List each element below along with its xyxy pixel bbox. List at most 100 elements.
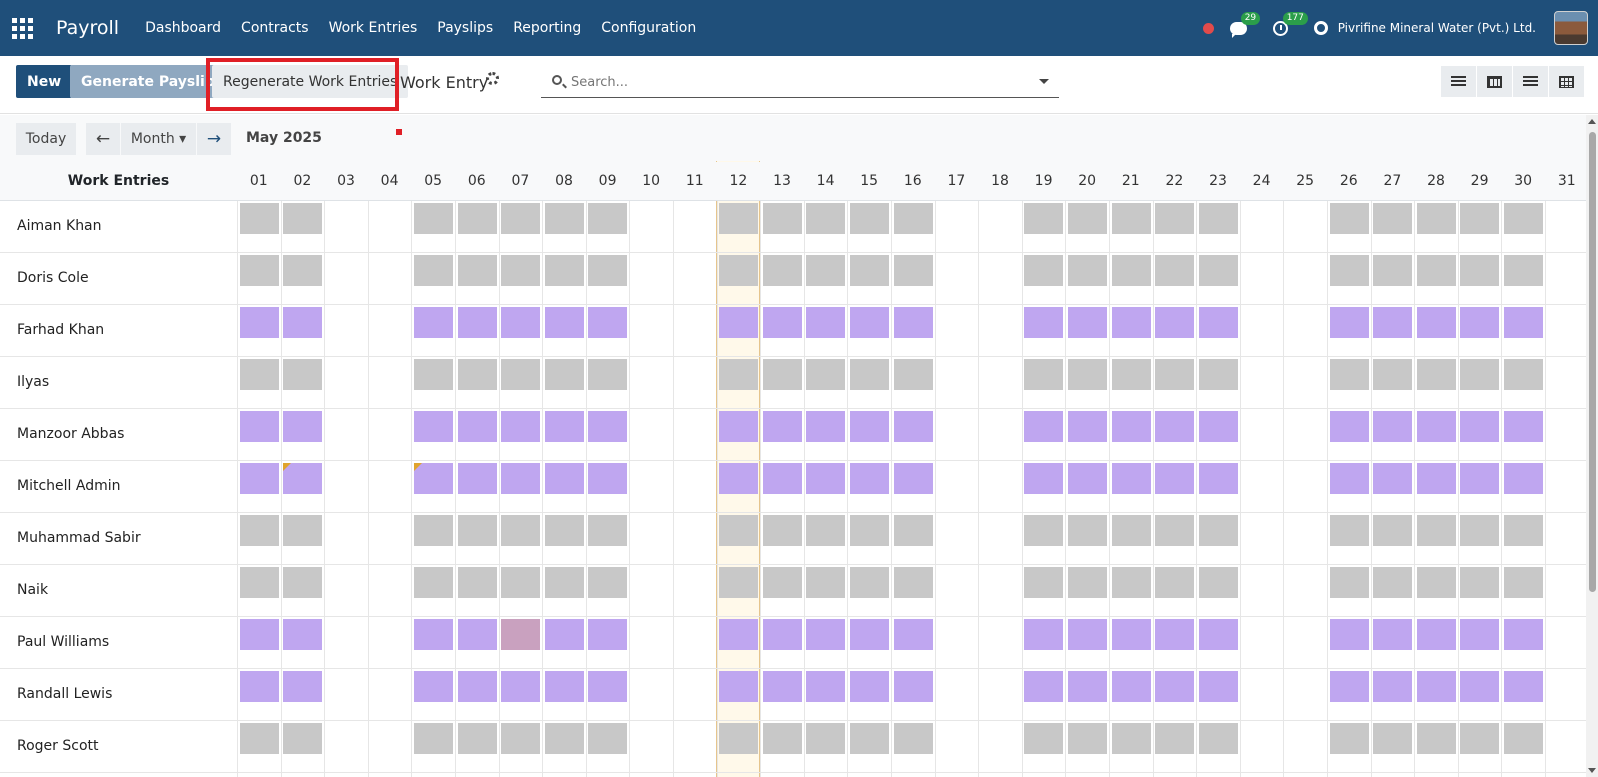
work-entry-pill[interactable] <box>719 359 759 390</box>
work-entry-pill[interactable] <box>588 619 628 650</box>
work-entry-pill[interactable] <box>457 671 497 702</box>
work-entry-pill[interactable] <box>893 411 933 442</box>
work-entry-pill[interactable] <box>1067 411 1107 442</box>
work-entry-pill[interactable] <box>893 307 933 338</box>
work-entry-pill[interactable] <box>893 723 933 754</box>
work-entry-pill[interactable] <box>239 255 279 286</box>
work-entry-pill[interactable] <box>1111 359 1151 390</box>
messages-button[interactable]: 29 <box>1229 12 1261 38</box>
work-entry-pill[interactable] <box>457 255 497 286</box>
work-entry-pill[interactable] <box>1067 671 1107 702</box>
work-entry-pill[interactable] <box>1503 463 1543 494</box>
work-entry-pill[interactable] <box>413 463 453 494</box>
menu-configuration[interactable]: Configuration <box>601 20 697 36</box>
work-entry-pill[interactable] <box>588 359 628 390</box>
work-entry-pill[interactable] <box>1503 359 1543 390</box>
search-input[interactable] <box>571 70 1011 94</box>
work-entry-pill[interactable] <box>283 255 323 286</box>
work-entry-pill[interactable] <box>849 723 889 754</box>
work-entry-pill[interactable] <box>501 255 541 286</box>
work-entry-pill[interactable] <box>588 671 628 702</box>
work-entry-pill[interactable] <box>239 723 279 754</box>
work-entry-pill[interactable] <box>413 567 453 598</box>
actions-gear-icon[interactable] <box>486 72 499 85</box>
work-entry-pill[interactable] <box>588 567 628 598</box>
work-entry-pill[interactable] <box>1067 567 1107 598</box>
work-entry-pill[interactable] <box>283 203 323 234</box>
work-entry-pill[interactable] <box>1373 515 1413 546</box>
work-entry-pill[interactable] <box>544 255 584 286</box>
work-entry-pill[interactable] <box>1329 411 1369 442</box>
company-switch-icon[interactable] <box>1313 21 1328 35</box>
work-entry-pill[interactable] <box>588 203 628 234</box>
work-entry-pill[interactable] <box>501 359 541 390</box>
work-entry-pill[interactable] <box>762 567 802 598</box>
work-entry-pill[interactable] <box>239 359 279 390</box>
work-entry-pill[interactable] <box>719 203 759 234</box>
work-entry-pill[interactable] <box>893 619 933 650</box>
work-entry-pill[interactable] <box>501 671 541 702</box>
scrollbar-thumb[interactable] <box>1589 132 1596 592</box>
work-entry-pill[interactable] <box>1024 619 1064 650</box>
work-entry-pill[interactable] <box>544 723 584 754</box>
work-entry-pill[interactable] <box>1329 723 1369 754</box>
work-entry-pill[interactable] <box>283 515 323 546</box>
work-entry-pill[interactable] <box>1024 567 1064 598</box>
work-entry-pill[interactable] <box>1416 411 1456 442</box>
work-entry-pill[interactable] <box>1503 411 1543 442</box>
menu-dashboard[interactable]: Dashboard <box>145 20 222 36</box>
work-entry-pill[interactable] <box>849 411 889 442</box>
work-entry-pill[interactable] <box>1416 463 1456 494</box>
work-entry-pill[interactable] <box>1198 723 1238 754</box>
work-entry-pill[interactable] <box>1373 359 1413 390</box>
work-entry-pill[interactable] <box>1503 671 1543 702</box>
work-entry-pill[interactable] <box>1460 307 1500 338</box>
work-entry-pill[interactable] <box>1155 255 1195 286</box>
work-entry-pill[interactable] <box>1111 203 1151 234</box>
work-entry-pill[interactable] <box>544 567 584 598</box>
work-entry-pill[interactable] <box>849 515 889 546</box>
work-entry-pill[interactable] <box>1067 619 1107 650</box>
work-entry-pill[interactable] <box>1329 515 1369 546</box>
work-entry-pill[interactable] <box>1373 619 1413 650</box>
employee-name[interactable]: Doris Cole <box>17 270 89 286</box>
work-entry-pill[interactable] <box>1067 307 1107 338</box>
work-entry-pill[interactable] <box>457 463 497 494</box>
work-entry-pill[interactable] <box>1111 723 1151 754</box>
work-entry-pill[interactable] <box>283 359 323 390</box>
work-entry-pill[interactable] <box>1155 307 1195 338</box>
work-entry-pill[interactable] <box>1155 359 1195 390</box>
menu-work-entries[interactable]: Work Entries <box>328 20 418 36</box>
work-entry-pill[interactable] <box>719 463 759 494</box>
new-button[interactable]: New <box>16 65 73 98</box>
work-entry-pill[interactable] <box>1373 723 1413 754</box>
work-entry-pill[interactable] <box>806 463 846 494</box>
work-entry-pill[interactable] <box>1329 359 1369 390</box>
work-entry-pill[interactable] <box>893 255 933 286</box>
work-entry-pill[interactable] <box>1329 671 1369 702</box>
apps-menu-icon[interactable] <box>12 17 34 39</box>
work-entry-pill[interactable] <box>1373 203 1413 234</box>
work-entry-pill[interactable] <box>1460 411 1500 442</box>
work-entry-pill[interactable] <box>1460 567 1500 598</box>
work-entry-pill[interactable] <box>1198 567 1238 598</box>
work-entry-pill[interactable] <box>1416 203 1456 234</box>
work-entry-pill[interactable] <box>1067 359 1107 390</box>
work-entry-pill[interactable] <box>1024 723 1064 754</box>
work-entry-pill[interactable] <box>849 567 889 598</box>
work-entry-pill[interactable] <box>1198 255 1238 286</box>
work-entry-pill[interactable] <box>762 515 802 546</box>
vertical-scrollbar[interactable] <box>1586 115 1598 777</box>
work-entry-pill[interactable] <box>1111 255 1151 286</box>
work-entry-pill[interactable] <box>413 671 453 702</box>
employee-name[interactable]: Ilyas <box>17 374 50 390</box>
work-entry-pill[interactable] <box>413 203 453 234</box>
work-entry-pill[interactable] <box>719 671 759 702</box>
work-entry-pill[interactable] <box>544 619 584 650</box>
user-avatar[interactable] <box>1554 11 1588 45</box>
work-entry-pill[interactable] <box>806 567 846 598</box>
menu-payslips[interactable]: Payslips <box>437 20 494 36</box>
work-entry-pill[interactable] <box>457 515 497 546</box>
work-entry-pill[interactable] <box>762 619 802 650</box>
work-entry-pill[interactable] <box>719 255 759 286</box>
